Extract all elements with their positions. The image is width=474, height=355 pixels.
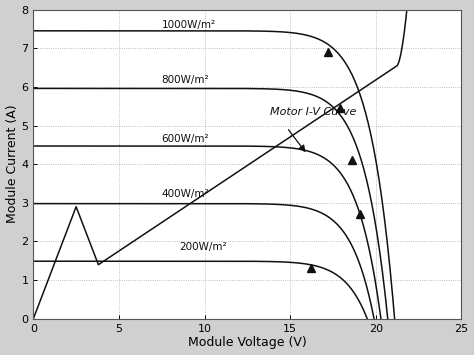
Text: 800W/m²: 800W/m² (162, 75, 210, 85)
X-axis label: Module Voltage (V): Module Voltage (V) (188, 337, 307, 349)
Text: 600W/m²: 600W/m² (162, 134, 210, 144)
Y-axis label: Module Current (A): Module Current (A) (6, 105, 18, 224)
Text: 1000W/m²: 1000W/m² (162, 20, 216, 30)
Text: Motor I-V Curve: Motor I-V Curve (270, 107, 356, 117)
Text: 400W/m²: 400W/m² (162, 189, 210, 199)
Text: 200W/m²: 200W/m² (179, 242, 227, 252)
